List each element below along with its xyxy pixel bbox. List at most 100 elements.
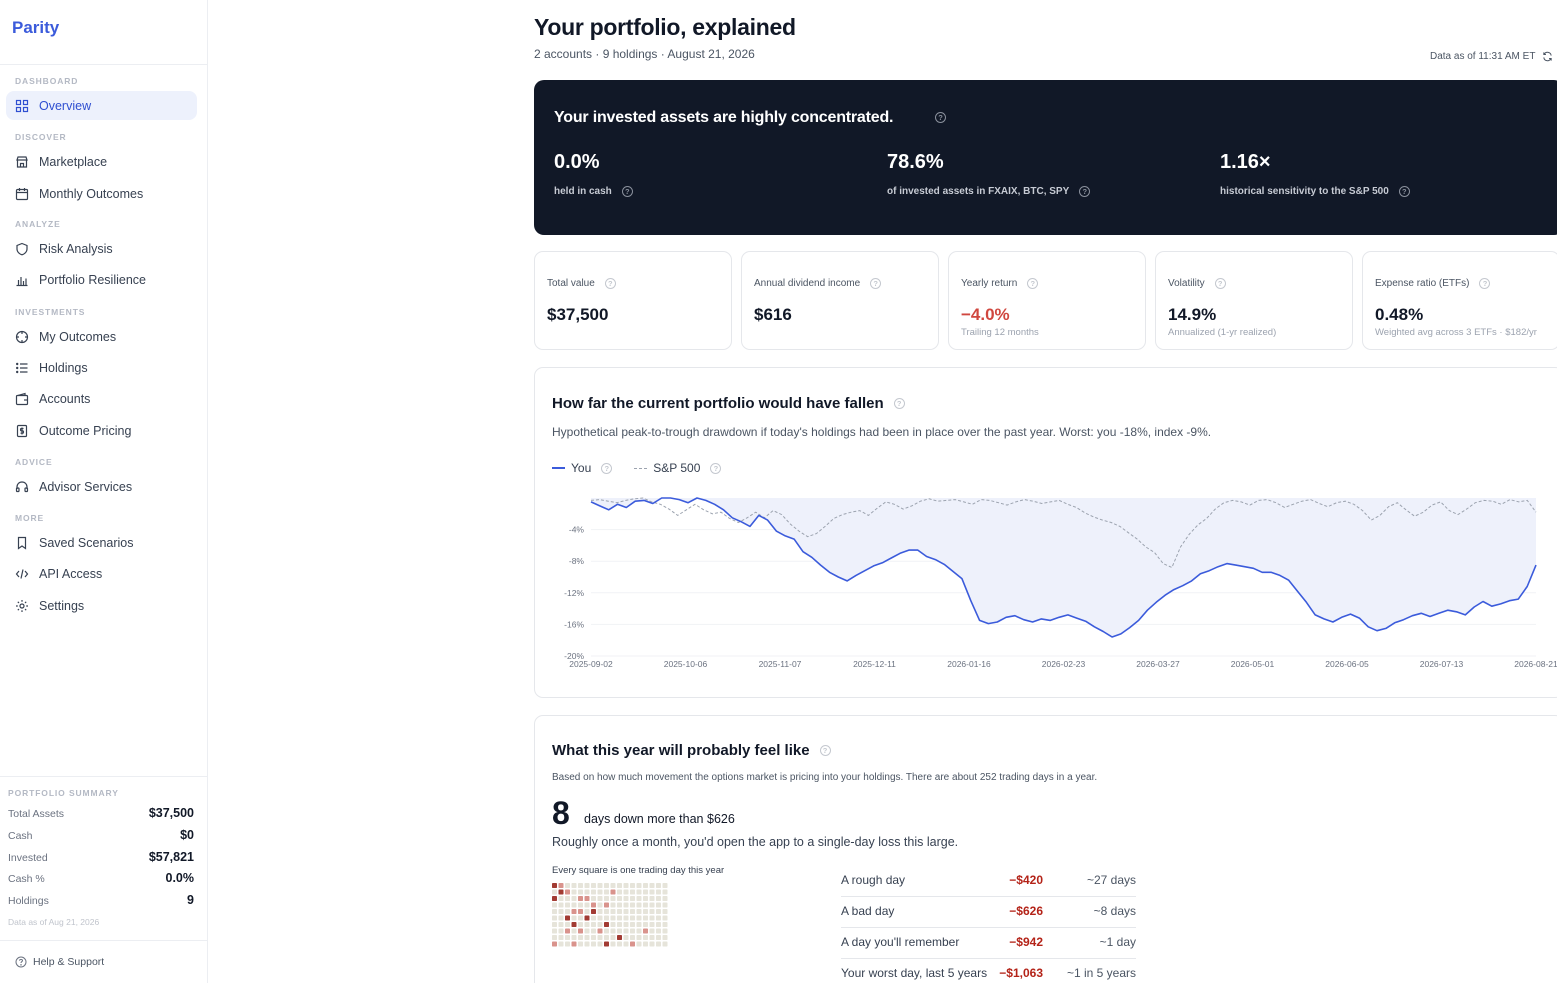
help-icon[interactable]: ? <box>710 462 722 474</box>
day-square <box>623 889 629 895</box>
refresh-icon[interactable] <box>1542 51 1553 62</box>
sidebar-item-advisor-services[interactable]: Advisor Services <box>6 472 197 501</box>
day-square <box>552 902 557 908</box>
x-tick-label: 2026-03-27 <box>1136 659 1180 669</box>
loss-amount: −$626 <box>1009 904 1043 918</box>
day-square <box>591 889 596 895</box>
day-square <box>617 902 622 908</box>
sidebar-item-settings[interactable]: Settings <box>6 591 197 620</box>
drawdown-card: How far the current portfolio would have… <box>534 367 1557 698</box>
day-square <box>636 935 642 940</box>
sidebar-item-my-outcomes[interactable]: My Outcomes <box>6 322 197 351</box>
day-square <box>623 909 629 914</box>
summary-value: $57,821 <box>148 850 194 864</box>
help-icon[interactable]: ? <box>1027 278 1039 289</box>
day-square <box>597 922 603 927</box>
day-square <box>565 922 570 927</box>
summary-label: Total Assets <box>8 808 65 820</box>
help-icon[interactable]: ? <box>1214 278 1226 289</box>
day-square <box>578 902 583 908</box>
day-square <box>610 902 616 908</box>
summary-row-cash: Cash $0 <box>8 828 194 842</box>
day-square <box>643 915 648 921</box>
x-tick-label: 2026-07-13 <box>1420 659 1464 669</box>
help-circle-icon <box>15 956 27 968</box>
day-square <box>604 902 609 908</box>
day-square <box>565 883 570 888</box>
concentration-hero: Your invested assets are highly concentr… <box>534 80 1557 235</box>
summary-label: Cash % <box>8 873 45 885</box>
day-square <box>610 941 616 947</box>
drawdown-chart[interactable]: -4% -8% -12% -16% -20%2025-09-02 2025-10-06 20… <box>535 368 1557 697</box>
day-square <box>591 883 596 888</box>
sidebar-item-overview[interactable]: Overview <box>6 91 197 120</box>
sidebar-item-portfolio-resilience[interactable]: Portfolio Resilience <box>6 265 197 294</box>
divider <box>0 64 207 65</box>
day-square <box>623 915 629 921</box>
day-square <box>578 935 583 940</box>
drawdown-title: How far the current portfolio would have… <box>552 395 905 412</box>
hero-stat-cash: 0.0% held in cash? <box>554 151 633 197</box>
help-icon[interactable]: ? <box>1079 186 1091 197</box>
day-square <box>656 915 661 921</box>
day-square <box>571 922 577 927</box>
day-square <box>617 935 622 940</box>
day-square <box>597 883 603 888</box>
day-square <box>617 896 622 901</box>
day-square <box>662 928 668 934</box>
help-icon[interactable]: ? <box>601 462 613 474</box>
section-dashboard: DASHBOARD <box>15 76 79 86</box>
sidebar-item-marketplace[interactable]: Marketplace <box>6 147 197 176</box>
help-icon[interactable]: ? <box>935 112 946 123</box>
day-square <box>617 928 622 934</box>
drawdown-description: Hypothetical peak-to-trough drawdown if … <box>552 425 1212 439</box>
sidebar-item-label: My Outcomes <box>39 329 117 344</box>
help-icon[interactable]: ? <box>1398 186 1410 197</box>
help-icon[interactable]: ? <box>893 398 905 409</box>
day-square <box>636 922 642 927</box>
day-square <box>610 928 616 934</box>
day-square <box>558 928 564 934</box>
x-tick-label: 2026-08-21 <box>1514 659 1557 669</box>
help-icon[interactable]: ? <box>819 745 831 756</box>
sidebar-item-api-access[interactable]: API Access <box>6 559 197 588</box>
day-square <box>571 889 577 895</box>
day-square <box>565 915 570 921</box>
sidebar-item-outcome-pricing[interactable]: Outcome Pricing <box>6 416 197 445</box>
help-support-link[interactable]: Help & Support <box>15 956 104 968</box>
sidebar-item-holdings[interactable]: Holdings <box>6 353 197 382</box>
loss-name: A day you'll remember <box>841 935 960 949</box>
day-square <box>643 928 648 934</box>
day-square <box>649 883 655 888</box>
help-icon[interactable]: ? <box>621 186 633 197</box>
day-square <box>649 889 655 895</box>
sidebar-item-accounts[interactable]: Accounts <box>6 384 197 413</box>
kpi-label: Volatility <box>1168 278 1205 289</box>
day-square <box>630 935 635 940</box>
portfolio-summary-title: PORTFOLIO SUMMARY <box>8 788 119 798</box>
day-square <box>649 928 655 934</box>
code-icon <box>15 567 29 581</box>
target-icon <box>15 330 29 344</box>
sidebar-item-saved-scenarios[interactable]: Saved Scenarios <box>6 528 197 557</box>
help-icon[interactable]: ? <box>1479 278 1491 289</box>
day-square <box>597 909 603 914</box>
help-icon[interactable]: ? <box>870 278 882 289</box>
sidebar-item-risk-analysis[interactable]: Risk Analysis <box>6 234 197 263</box>
sidebar-item-monthly-outcomes[interactable]: Monthly Outcomes <box>6 179 197 208</box>
day-square <box>565 909 570 914</box>
app-logo[interactable]: Parity <box>12 18 60 37</box>
day-square <box>643 909 648 914</box>
loss-name: A rough day <box>841 873 906 887</box>
day-square <box>649 915 655 921</box>
grid-icon <box>15 99 29 113</box>
help-icon[interactable]: ? <box>604 278 616 289</box>
down-days-explanation: Roughly once a month, you'd open the app… <box>552 835 959 849</box>
day-square <box>623 922 629 927</box>
loss-amount: −$1,063 <box>999 966 1043 980</box>
day-square <box>656 902 661 908</box>
down-days-caption: days down more than $626 <box>584 812 735 826</box>
y-tick-label: -16% <box>564 619 584 629</box>
day-square <box>617 941 622 947</box>
day-square <box>552 922 557 927</box>
